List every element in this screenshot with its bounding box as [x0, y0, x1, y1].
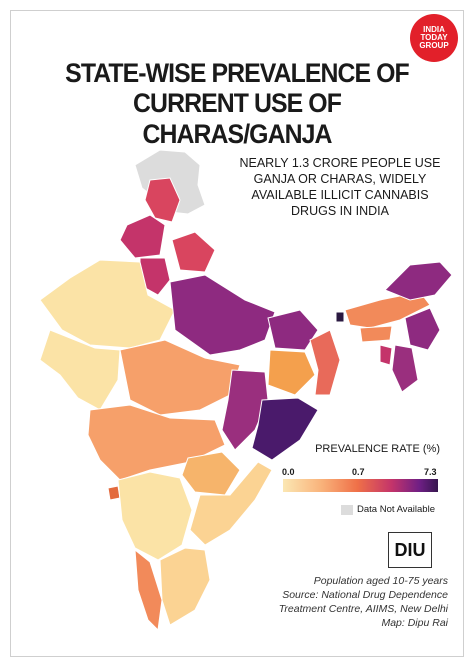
india-today-logo: INDIA TODAY GROUP — [410, 14, 458, 62]
region-assam — [344, 291, 431, 329]
logo-text-1: INDIA — [423, 25, 445, 34]
legend-na-label: Data Not Available — [357, 504, 435, 515]
subtitle-line-4: DRUGS IN INDIA — [291, 204, 389, 218]
subtitle-line-3: AVAILABLE ILLICIT CANNABIS — [251, 188, 429, 202]
region-tamil-nadu — [159, 547, 211, 626]
region-himachal — [144, 177, 181, 223]
region-uttarakhand — [171, 231, 216, 273]
source-line-1: Population aged 10-75 years — [313, 575, 448, 587]
region-bihar — [267, 309, 319, 351]
region-arunachal-pradesh — [384, 261, 453, 301]
legend-title: PREVALENCE RATE (%) — [315, 443, 440, 455]
region-odisha — [251, 397, 319, 461]
source-line-4: Map: Dipu Rai — [381, 617, 448, 629]
legend-max-label: 7.3 — [424, 467, 437, 477]
region-west-bengal — [309, 329, 341, 396]
source-notes: Population aged 10-75 years Source: Nati… — [250, 574, 448, 630]
source-line-3: Treatment Centre, AIIMS, New Delhi — [278, 603, 448, 615]
region-andhra-pradesh — [189, 461, 273, 546]
region-karnataka — [117, 471, 193, 561]
region-telangana — [181, 451, 241, 496]
source-line-2: Source: National Drug Dependence — [282, 589, 448, 601]
subtitle-line-2: GANJA OR CHARAS, WIDELY — [253, 172, 427, 186]
region-mizoram — [391, 344, 419, 393]
legend-min-label: 0.0 — [282, 467, 295, 477]
region-jharkhand — [267, 349, 316, 396]
diu-logo: DIU — [388, 532, 432, 568]
region-punjab — [119, 214, 166, 259]
title-line-2: CURRENT USE OF CHARAS/GANJA — [133, 88, 342, 149]
region-nagaland-manipur — [404, 307, 441, 351]
title-line-1: STATE-WISE PREVALENCE OF — [65, 58, 410, 88]
subtitle-line-1: NEARLY 1.3 CRORE PEOPLE USE — [239, 156, 441, 170]
region-tripura — [379, 344, 393, 366]
logo-text-2: TODAY — [420, 33, 448, 42]
legend-mid-label: 0.7 — [352, 467, 365, 477]
region-meghalaya — [359, 325, 393, 343]
region-uttar-pradesh — [169, 274, 276, 356]
legend-na-swatch — [341, 505, 353, 515]
logo-text-3: GROUP — [419, 41, 449, 50]
region-goa — [107, 485, 121, 501]
region-sikkim — [335, 311, 345, 323]
legend-color-scale — [283, 479, 438, 492]
region-chhattisgarh — [221, 369, 269, 451]
subtitle: NEARLY 1.3 CRORE PEOPLE USE GANJA OR CHA… — [225, 155, 455, 219]
region-kerala — [134, 548, 163, 632]
